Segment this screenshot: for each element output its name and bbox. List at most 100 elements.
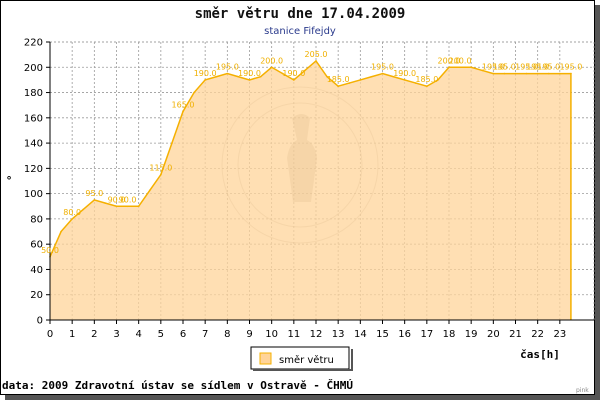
footer-watermark: pink	[576, 387, 589, 394]
x-tick-label: 21	[509, 329, 522, 340]
y-tick-label: 0	[37, 316, 43, 327]
legend-swatch	[259, 352, 272, 365]
x-tick-label: 10	[265, 329, 278, 340]
data-point	[82, 208, 85, 211]
data-point	[392, 75, 395, 78]
data-point	[459, 66, 461, 69]
x-tick-label: 0	[47, 329, 53, 340]
data-point	[248, 79, 251, 81]
data-label: 50.0	[41, 246, 59, 255]
data-point	[414, 82, 417, 84]
x-tick-label: 4	[135, 329, 141, 340]
x-tick-label: 22	[531, 329, 544, 340]
x-tick-label: 18	[443, 329, 456, 340]
data-point	[437, 79, 439, 81]
x-ticks: 0 1 2 3 4 5 6 7 8 9 10 11 12 13 14 15 16 17 18 19 20 21 22 23	[47, 320, 566, 340]
data-label: 195.0	[537, 63, 560, 72]
data-label: 195.0	[526, 63, 549, 72]
y-tick-label: 160	[24, 113, 43, 124]
data-point	[182, 110, 184, 113]
x-tick-label: 5	[158, 329, 164, 340]
data-point	[559, 72, 561, 75]
data-point	[270, 66, 273, 69]
data-label: 200.0	[449, 56, 472, 65]
data-point	[293, 79, 295, 81]
data-point	[370, 75, 373, 78]
data-point	[470, 66, 472, 69]
data-point	[514, 72, 517, 75]
data-point	[481, 69, 484, 72]
y-tick-label: 180	[24, 88, 43, 99]
data-label: 95.0	[85, 189, 103, 198]
data-point	[281, 72, 284, 75]
data-point	[348, 82, 351, 84]
data-point	[492, 72, 495, 75]
x-tick-label: 8	[224, 329, 230, 340]
data-label: 90.0	[119, 195, 137, 204]
data-label: 200.0	[438, 56, 461, 65]
x-tick-label: 20	[487, 329, 500, 340]
data-label: 90.0	[108, 195, 126, 204]
data-label: 190.0	[194, 69, 217, 78]
data-point	[126, 205, 129, 208]
x-tick-label: 2	[91, 329, 97, 340]
legend-label: směr větru	[279, 354, 334, 366]
data-label: 195.0	[493, 63, 516, 72]
y-tick-label: 20	[30, 290, 43, 301]
x-tick-label: 16	[398, 329, 411, 340]
x-tick-label: 6	[180, 329, 186, 340]
data-point	[193, 91, 195, 94]
data-label: 195.0	[371, 63, 394, 72]
data-label: 185.0	[415, 75, 438, 84]
data-point	[359, 79, 362, 81]
x-tick-label: 15	[376, 329, 389, 340]
data-point	[315, 60, 317, 62]
data-point	[448, 66, 450, 69]
data-label: 200.0	[260, 56, 283, 65]
data-point	[60, 230, 62, 233]
data-point	[426, 85, 428, 88]
data-label: 190.0	[238, 69, 261, 78]
footer-source: data: 2009 Zdravotní ústav se sídlem v O…	[2, 379, 353, 392]
data-point	[104, 202, 107, 204]
x-tick-label: 7	[202, 329, 208, 340]
area-fill	[50, 60, 571, 321]
data-point	[115, 205, 118, 208]
data-labels: 50.080.095.090.090.0115.0165.0190.0195.0…	[41, 50, 582, 255]
data-point	[215, 75, 218, 78]
data-label: 80.0	[63, 208, 81, 217]
data-point	[204, 79, 206, 81]
x-tick-label: 23	[553, 329, 566, 340]
data-point	[547, 72, 550, 75]
data-point	[381, 72, 384, 75]
chart-title: směr větru dne 17.04.2009	[195, 6, 406, 22]
y-ticks: 0 20 40 60 80 100 120 140 160 180 200 220	[24, 38, 50, 327]
data-point	[237, 75, 240, 78]
x-tick-label: 17	[420, 329, 433, 340]
data-label: 190.0	[282, 69, 305, 78]
data-point	[326, 75, 328, 78]
y-tick-label: 60	[30, 240, 43, 251]
data-point	[337, 85, 339, 88]
data-point	[93, 199, 96, 201]
y-tick-label: 40	[30, 265, 43, 276]
data-point	[403, 79, 406, 81]
x-tick-label: 13	[332, 329, 345, 340]
legend-shadow	[351, 349, 353, 371]
y-tick-label: 100	[24, 189, 43, 200]
data-point	[171, 142, 173, 144]
data-label: 185.0	[327, 75, 350, 84]
data-point	[148, 189, 151, 192]
x-tick-label: 11	[287, 329, 300, 340]
x-tick-label: 12	[310, 329, 323, 340]
data-label: 195.0	[515, 63, 538, 72]
y-tick-label: 200	[24, 63, 43, 74]
data-label: 190.0	[393, 69, 416, 78]
data-label: 205.0	[305, 50, 328, 59]
data-point	[536, 72, 539, 75]
data-point	[226, 72, 229, 75]
chart-subtitle: stanice Fifejdy	[264, 26, 336, 37]
x-tick-label: 3	[113, 329, 119, 340]
data-point	[503, 72, 506, 75]
